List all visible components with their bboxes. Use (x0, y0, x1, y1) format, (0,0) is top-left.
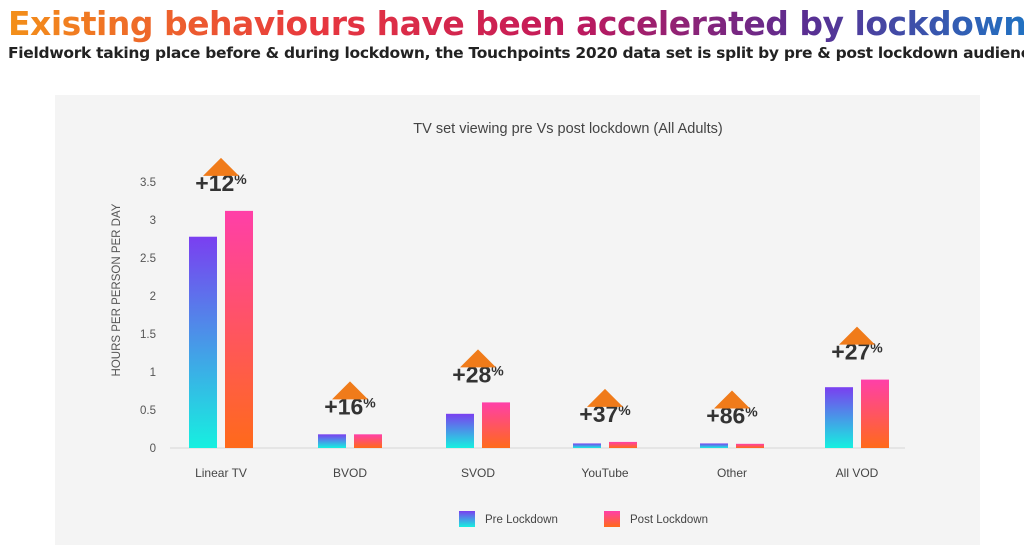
up-arrow-icon (460, 349, 496, 368)
y-tick-label: 2.5 (140, 253, 156, 265)
bar-post-lockdown (609, 441, 637, 448)
up-arrow-icon (332, 381, 368, 400)
y-axis-ticks: 0 0.5 1 1.5 2 2.5 3 3.5 (140, 177, 156, 455)
x-tick-label: Linear TV (195, 466, 247, 480)
up-arrow-icon (203, 157, 239, 176)
y-tick-label: 0 (150, 443, 156, 455)
x-tick-label: All VOD (836, 466, 879, 480)
bar-post-lockdown (482, 402, 510, 448)
y-tick-label: 2 (150, 291, 156, 303)
bars-group (189, 210, 889, 448)
legend-swatch (459, 511, 475, 527)
chart-title: TV set viewing pre Vs post lockdown (All… (413, 121, 722, 137)
bar-post-lockdown (736, 443, 764, 448)
legend-pre-lockdown: Pre Lockdown (485, 514, 558, 526)
bar-pre-lockdown (825, 387, 853, 448)
page-headline: Existing behaviours have been accelerate… (8, 2, 1024, 46)
x-tick-label: SVOD (461, 466, 495, 480)
y-tick-label: 3.5 (140, 177, 156, 189)
x-tick-label: Other (717, 466, 747, 480)
bar-post-lockdown (861, 379, 889, 448)
bar-pre-lockdown (189, 236, 217, 448)
y-tick-label: 0.5 (140, 405, 156, 417)
bar-pre-lockdown (700, 443, 728, 448)
growth-annotations: +12%+16%+28%+37% +86%+27% (195, 157, 883, 428)
legend-post-lockdown: Post Lockdown (630, 514, 708, 526)
page-subheadline: Fieldwork taking place before & during l… (8, 44, 1024, 62)
bar-post-lockdown (225, 210, 253, 448)
x-tick-label: YouTube (581, 466, 628, 480)
up-arrow-icon (587, 388, 623, 407)
bar-pre-lockdown (318, 434, 346, 448)
x-axis-labels: Linear TV BVOD SVOD YouTube Other All VOD (195, 466, 879, 480)
y-axis-label: HOURS PER PERSON PER DAY (111, 203, 123, 376)
legend-swatch (604, 511, 620, 527)
bar-pre-lockdown (446, 413, 474, 448)
y-tick-label: 1.5 (140, 329, 156, 341)
y-tick-label: 3 (150, 215, 156, 227)
x-tick-label: BVOD (333, 466, 367, 480)
bar-post-lockdown (354, 434, 382, 448)
bar-pre-lockdown (573, 443, 601, 448)
up-arrow-icon (839, 326, 875, 345)
legend: Pre Lockdown Post Lockdown (459, 511, 708, 527)
y-tick-label: 1 (150, 367, 156, 379)
up-arrow-icon (714, 390, 750, 409)
